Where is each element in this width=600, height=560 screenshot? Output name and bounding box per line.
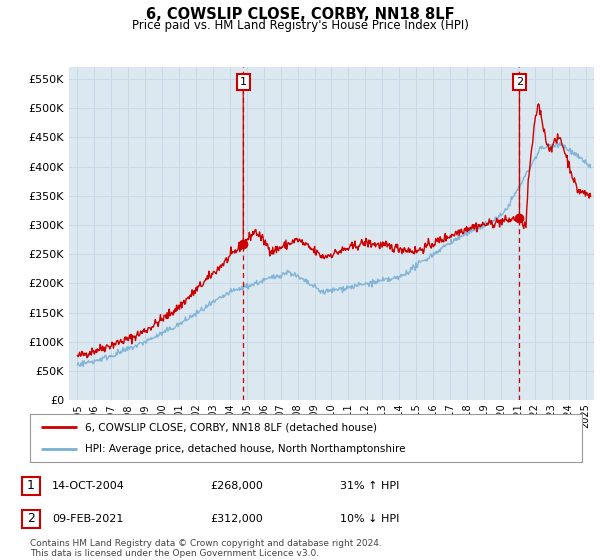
Text: 6, COWSLIP CLOSE, CORBY, NN18 8LF: 6, COWSLIP CLOSE, CORBY, NN18 8LF (146, 7, 454, 22)
Text: 6, COWSLIP CLOSE, CORBY, NN18 8LF (detached house): 6, COWSLIP CLOSE, CORBY, NN18 8LF (detac… (85, 422, 377, 432)
Text: £312,000: £312,000 (210, 514, 263, 524)
FancyBboxPatch shape (22, 510, 40, 528)
Text: Price paid vs. HM Land Registry's House Price Index (HPI): Price paid vs. HM Land Registry's House … (131, 19, 469, 32)
Text: 2: 2 (27, 512, 35, 525)
Text: 10% ↓ HPI: 10% ↓ HPI (340, 514, 400, 524)
Text: £268,000: £268,000 (210, 480, 263, 491)
Text: Contains HM Land Registry data © Crown copyright and database right 2024.
This d: Contains HM Land Registry data © Crown c… (30, 539, 382, 558)
Text: 1: 1 (240, 77, 247, 87)
Text: HPI: Average price, detached house, North Northamptonshire: HPI: Average price, detached house, Nort… (85, 444, 406, 454)
Text: 31% ↑ HPI: 31% ↑ HPI (340, 480, 400, 491)
FancyBboxPatch shape (22, 477, 40, 494)
Text: 14-OCT-2004: 14-OCT-2004 (52, 480, 125, 491)
Text: 09-FEB-2021: 09-FEB-2021 (52, 514, 124, 524)
Text: 1: 1 (27, 479, 35, 492)
Text: 2: 2 (516, 77, 523, 87)
